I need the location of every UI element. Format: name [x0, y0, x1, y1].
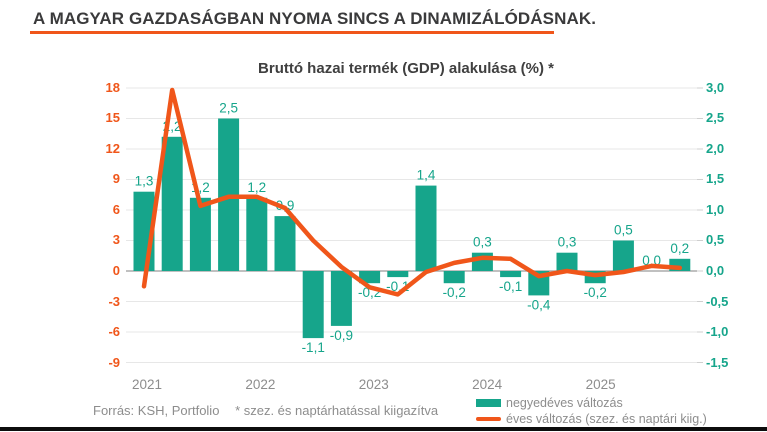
bottom-border: [0, 427, 767, 431]
bar-value-label: -1,1: [302, 340, 325, 355]
gdp-quarterly-bar: [443, 271, 465, 284]
legend-row-quarterly: negyedéves változás: [476, 395, 707, 411]
gdp-quarterly-bar: [500, 271, 522, 278]
gdp-quarterly-bar: [556, 252, 578, 271]
gdp-quarterly-bar: [359, 271, 381, 284]
bar-value-label: 1,4: [417, 168, 436, 183]
bar-value-label: 0,5: [614, 222, 633, 237]
legend-line-label: éves változás (szez. és naptári kiig.): [506, 412, 707, 426]
footnote-text: * szez. és naptárhatással kiigazítva: [235, 403, 439, 418]
bar-value-label: -0,2: [584, 285, 607, 300]
legend-row-annual: éves változás (szez. és naptári kiig.): [476, 411, 707, 427]
bar-value-label: 0,3: [558, 235, 577, 250]
gdp-quarterly-bar: [415, 185, 437, 271]
bar-value-label: 2,5: [219, 100, 238, 115]
bar-value-label: -0,4: [527, 297, 551, 312]
bar-value-label: 1,3: [135, 174, 154, 189]
headline-underline: [30, 31, 554, 34]
bar-value-label: 1,2: [247, 180, 266, 195]
bar-value-label: 0,3: [473, 235, 492, 250]
chart-legend: negyedéves változás éves változás (szez.…: [476, 395, 707, 427]
source-text: Forrás: KSH, Portfolio: [93, 403, 220, 418]
gdp-quarterly-bar: [189, 197, 211, 271]
chart-title: Bruttó hazai termék (GDP) alakulása (%) …: [258, 60, 554, 77]
gdp-quarterly-bar: [330, 271, 352, 326]
chart-footer: Forrás: KSH, Portfolio * szez. és naptár…: [93, 403, 438, 418]
page-headline: A MAGYAR GAZDASÁGBAN NYOMA SINCS A DINAM…: [33, 9, 597, 28]
bar-value-label: 0,2: [670, 241, 689, 256]
gdp-quarterly-bar: [612, 240, 634, 271]
bar-value-label: -0,9: [330, 328, 353, 343]
bar-value-label: -0,1: [499, 279, 522, 294]
legend-bar-swatch: [476, 399, 501, 407]
gdp-quarterly-bar: [274, 216, 296, 271]
gdp-quarterly-bar: [302, 271, 324, 339]
gdp-quarterly-bar: [161, 136, 183, 271]
gdp-quarterly-bar: [471, 252, 493, 271]
legend-line-swatch: [476, 417, 501, 421]
annual-change-line: [141, 87, 683, 297]
legend-bar-label: negyedéves változás: [506, 396, 623, 410]
gdp-quarterly-bar: [387, 271, 409, 278]
gdp-quarterly-bar: [246, 197, 268, 271]
bar-value-label: -0,2: [443, 285, 466, 300]
